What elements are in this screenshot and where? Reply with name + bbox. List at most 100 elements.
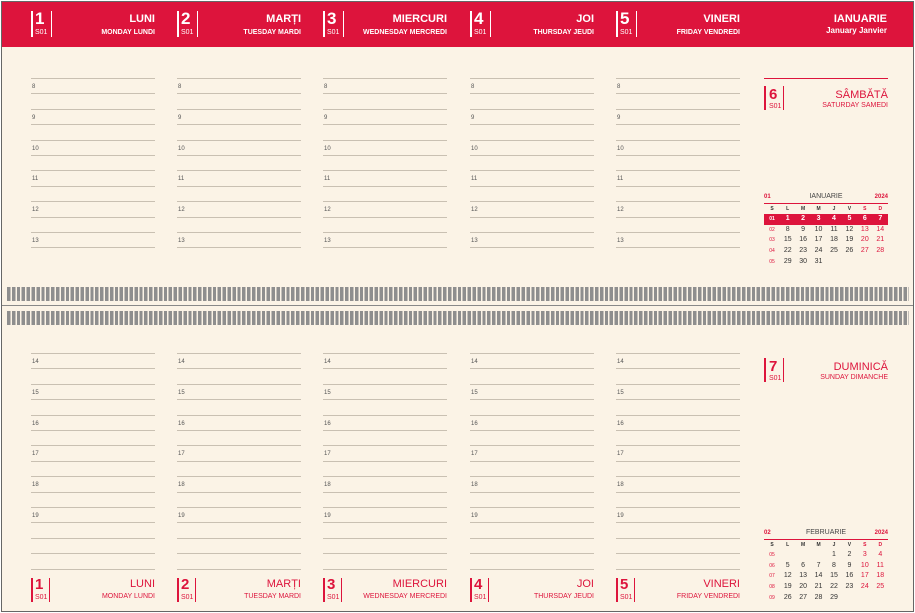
mini-calendar-ianuarie: 01 IANUARIE 2024 S L M M J V S D 01 1 2 3 4 5 6 7 02 8 9 10 11 1…	[764, 192, 888, 267]
hour-label: 13	[324, 238, 331, 244]
hour-label: 14	[471, 359, 478, 365]
divider	[783, 86, 784, 110]
hour-label: 11	[178, 176, 185, 183]
hour-label: 8	[324, 84, 328, 90]
ruled-line	[470, 232, 594, 233]
ruled-line	[323, 568, 447, 570]
hour-label: 15	[617, 389, 624, 396]
hour-label: 16	[32, 420, 39, 427]
day-name-en: THURSDAY JEUDI	[533, 29, 594, 36]
hour-label: 10	[617, 145, 624, 152]
day-name-ro: MARȚI	[266, 13, 301, 25]
year: 2024	[874, 194, 888, 200]
ruled-line	[31, 491, 155, 493]
day-footer-3: 3 S01 MIERCURI WEDNESDAY MERCREDI	[323, 574, 447, 602]
divider	[490, 11, 491, 37]
hour-label: 15	[324, 389, 331, 396]
weekday-initial: L	[786, 206, 790, 212]
day-cell: 19	[783, 583, 792, 591]
day-cell	[842, 592, 857, 603]
ruled-line	[616, 507, 740, 508]
day-cell: 28	[814, 593, 823, 601]
day-cell: 12	[783, 572, 792, 580]
ruled-line	[323, 399, 447, 401]
ruled-line	[470, 430, 594, 431]
week-row: 01 1 2 3 4 5 6 7	[764, 214, 888, 225]
day-cell: 17	[860, 572, 869, 580]
ruled-line	[323, 430, 447, 431]
ruled-line	[323, 537, 447, 539]
day-cell: 27	[799, 593, 808, 601]
divider	[197, 11, 198, 37]
hour-label: 16	[617, 420, 624, 427]
hour-label: 13	[32, 238, 39, 244]
spiral-row-bottom	[7, 311, 909, 325]
weekday-initial: V	[847, 206, 852, 212]
week-number: 05	[769, 258, 775, 265]
ruled-line	[31, 108, 155, 110]
ruled-line	[616, 247, 740, 249]
day-cell: 25	[830, 247, 838, 255]
mini-calendar-title: 02 FEBRUARIE 2024	[764, 528, 888, 538]
day-cell: 21	[814, 583, 823, 591]
hour-label: 16	[471, 420, 478, 427]
hour-label: 17	[617, 451, 624, 458]
ruled-line	[323, 108, 447, 110]
week-number: S01	[327, 29, 340, 36]
day-name-en: WEDNESDAY MERCREDI	[362, 29, 447, 36]
week-number: S01	[35, 594, 48, 601]
ruled-line	[177, 522, 301, 524]
day-cell: 23	[845, 583, 854, 591]
divider	[764, 539, 888, 540]
day-cell	[873, 592, 888, 603]
divider	[177, 11, 179, 37]
day-name-ro: VINERI	[703, 13, 740, 25]
ruled-line	[470, 507, 594, 508]
header-bar: IANUARIE January Janvier 1 S01 LUNI MONDAY …	[2, 2, 913, 47]
ruled-line	[177, 185, 301, 187]
ruled-line	[31, 232, 155, 233]
day-cell: 11	[876, 561, 884, 569]
day-header-2: 2 S01 MARȚI TUESDAY MARDI	[177, 2, 301, 47]
ruled-line	[177, 232, 301, 233]
ruled-line	[31, 537, 155, 539]
day-cell: 1	[832, 551, 836, 559]
ruled-line	[323, 124, 447, 126]
week-row: 08 19 20 21 22 23 24 25	[764, 582, 888, 593]
day-cell: 20	[799, 583, 808, 591]
week-number: S01	[620, 29, 633, 36]
hour-label: 10	[324, 145, 331, 152]
ruled-line	[470, 108, 594, 110]
divider	[470, 578, 472, 602]
weekday-initial: S	[770, 542, 774, 548]
day-cell: 19	[845, 236, 854, 244]
ruled-line	[323, 247, 447, 249]
day-cell: 13	[799, 572, 808, 580]
hour-label: 9	[178, 114, 182, 121]
ruled-line	[323, 139, 447, 141]
divider	[616, 578, 618, 602]
month-header: IANUARIE January Janvier	[826, 13, 887, 36]
day-cell: 31	[814, 257, 823, 265]
ruled-line	[616, 93, 740, 95]
ruled-line	[31, 445, 155, 447]
ruled-line	[177, 368, 301, 370]
day-cell: 2	[795, 214, 811, 225]
sunday-header: 7 S01 DUMINICĂ SUNDAY DIMANCHE	[764, 350, 888, 384]
weekday-initial: M	[801, 206, 806, 212]
month-name: IANUARIE	[809, 193, 843, 200]
day-cell	[873, 256, 888, 267]
ruled-line	[616, 232, 740, 233]
hour-label: 12	[32, 207, 39, 214]
ruled-line	[470, 537, 594, 539]
month-name: FEBRUARIE	[805, 529, 847, 536]
ruled-line	[31, 247, 155, 249]
week-number: 02	[769, 226, 775, 233]
ruled-line	[323, 170, 447, 172]
day-header-1: 1 S01 LUNI MONDAY LUNDI	[31, 2, 155, 47]
ruled-line	[31, 155, 155, 156]
day-cell: 24	[860, 583, 869, 591]
